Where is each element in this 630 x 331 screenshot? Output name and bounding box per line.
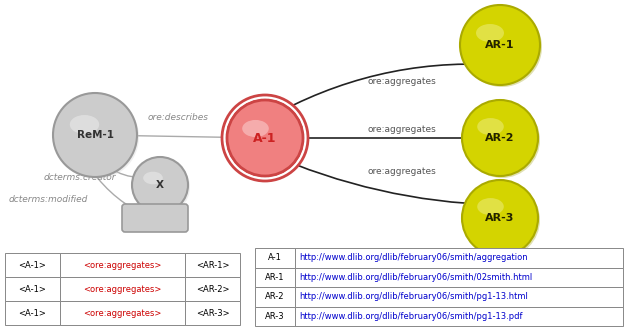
Ellipse shape xyxy=(477,198,504,215)
Ellipse shape xyxy=(242,120,269,137)
Ellipse shape xyxy=(143,172,163,184)
Text: <ore:aggregates>: <ore:aggregates> xyxy=(83,308,162,317)
Bar xyxy=(255,248,295,267)
Text: <A-1>: <A-1> xyxy=(18,285,47,294)
Text: <AR-2>: <AR-2> xyxy=(196,285,229,294)
Circle shape xyxy=(464,102,540,178)
FancyArrowPatch shape xyxy=(268,135,495,141)
Circle shape xyxy=(227,100,303,176)
Ellipse shape xyxy=(476,24,504,42)
Text: AR-1: AR-1 xyxy=(485,40,515,50)
Bar xyxy=(255,267,295,287)
Text: dcterms:modified: dcterms:modified xyxy=(8,196,88,205)
Circle shape xyxy=(229,102,305,178)
Text: ReM-1: ReM-1 xyxy=(76,130,113,140)
Circle shape xyxy=(53,93,137,177)
Circle shape xyxy=(134,159,190,215)
Bar xyxy=(295,287,623,307)
Circle shape xyxy=(462,180,538,256)
Text: A-1: A-1 xyxy=(253,131,277,145)
Text: A-1: A-1 xyxy=(268,253,282,262)
FancyArrowPatch shape xyxy=(98,135,261,141)
Circle shape xyxy=(462,7,542,87)
Bar xyxy=(185,253,240,277)
Circle shape xyxy=(462,100,538,176)
Text: ore:aggregates: ore:aggregates xyxy=(368,77,437,86)
Bar xyxy=(5,277,60,301)
Bar xyxy=(5,301,60,325)
Text: <ore:aggregates>: <ore:aggregates> xyxy=(83,285,162,294)
Text: <AR-1>: <AR-1> xyxy=(196,260,229,269)
Text: <AR-3>: <AR-3> xyxy=(196,308,229,317)
Text: <A-1>: <A-1> xyxy=(18,308,47,317)
Circle shape xyxy=(55,95,139,179)
Bar xyxy=(185,301,240,325)
Circle shape xyxy=(222,95,308,181)
Bar xyxy=(255,287,295,307)
Text: ore:aggregates: ore:aggregates xyxy=(368,167,437,176)
FancyArrowPatch shape xyxy=(97,157,156,180)
Text: AR-3: AR-3 xyxy=(265,312,285,321)
Bar xyxy=(295,307,623,326)
Text: <A-1>: <A-1> xyxy=(18,260,47,269)
Text: http://www.dlib.org/dlib/february06/smith/aggregation: http://www.dlib.org/dlib/february06/smit… xyxy=(299,253,528,262)
Bar xyxy=(295,267,623,287)
Bar xyxy=(60,253,185,277)
Text: <ore:aggregates>: <ore:aggregates> xyxy=(83,260,162,269)
Text: ore:describes: ore:describes xyxy=(147,114,209,122)
Text: X: X xyxy=(156,180,164,190)
Text: AR-2: AR-2 xyxy=(485,133,515,143)
Circle shape xyxy=(460,5,540,85)
Ellipse shape xyxy=(70,115,99,134)
Circle shape xyxy=(464,182,540,258)
Text: http://www.dlib.org/dlib/february06/smith/pg1-13.html: http://www.dlib.org/dlib/february06/smit… xyxy=(299,292,528,301)
Text: AR-3: AR-3 xyxy=(485,213,515,223)
FancyArrowPatch shape xyxy=(267,61,495,118)
FancyArrowPatch shape xyxy=(86,163,141,213)
Circle shape xyxy=(227,100,303,176)
Text: AR-1: AR-1 xyxy=(265,273,285,282)
Bar xyxy=(295,248,623,267)
Bar xyxy=(255,307,295,326)
Bar xyxy=(185,277,240,301)
Circle shape xyxy=(132,157,188,213)
Bar xyxy=(60,301,185,325)
Bar xyxy=(60,277,185,301)
Text: AR-2: AR-2 xyxy=(265,292,285,301)
FancyArrowPatch shape xyxy=(268,153,495,208)
FancyBboxPatch shape xyxy=(122,204,188,232)
Ellipse shape xyxy=(477,118,504,135)
Text: http://www.dlib.org/dlib/february06/smith/02smith.html: http://www.dlib.org/dlib/february06/smit… xyxy=(299,273,532,282)
Bar xyxy=(5,253,60,277)
Text: http://www.dlib.org/dlib/february06/smith/pg1-13.pdf: http://www.dlib.org/dlib/february06/smit… xyxy=(299,312,522,321)
Text: dcterms:creator: dcterms:creator xyxy=(43,173,117,182)
Text: ore:aggregates: ore:aggregates xyxy=(368,125,437,134)
